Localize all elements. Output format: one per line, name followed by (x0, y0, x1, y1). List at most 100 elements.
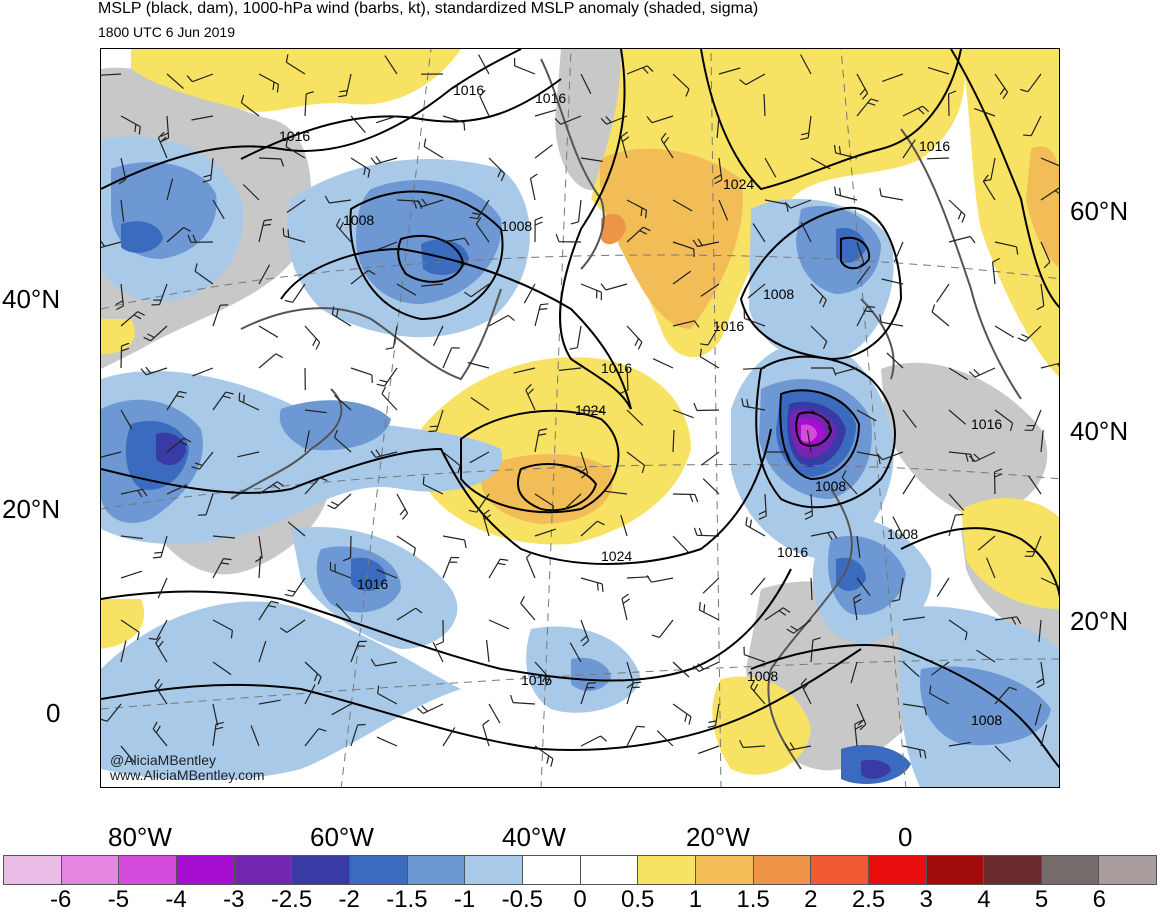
wind-barb (443, 536, 465, 540)
wind-barb (527, 558, 536, 578)
wind-barb (293, 578, 305, 596)
wind-barb-flag (511, 695, 513, 703)
wind-barb-flag (602, 584, 603, 592)
wind-barb-flag (276, 354, 283, 358)
wind-barb-flag (417, 708, 423, 714)
wind-barb (489, 704, 500, 723)
map-panel: 1016 1016 1016 1008 1008 1024 1016 1008 … (100, 48, 1060, 788)
colorbar-swatch (753, 855, 811, 885)
wind-barb-flag (483, 720, 489, 725)
wind-barb (937, 578, 949, 597)
colorbar-tick-label: -1.5 (386, 886, 427, 914)
wind-barb-flag (541, 304, 549, 305)
bottom-lon-label: 0 (898, 822, 912, 853)
colorbar-swatch (3, 855, 61, 885)
wind-barb-flag (508, 315, 514, 320)
colorbar-swatch (580, 855, 638, 885)
wind-barb (577, 326, 581, 348)
wind-barb (487, 640, 489, 662)
wind-barb (423, 704, 443, 713)
wind-barb-flag (647, 576, 651, 583)
colorbar-swatch (983, 855, 1041, 885)
wind-barb-flag (623, 599, 630, 604)
wind-barb-flag (637, 726, 645, 727)
wind-barb-flag (601, 284, 606, 290)
wind-barb-flag (380, 380, 388, 382)
wind-barb-flag (422, 706, 428, 712)
wind-barb-flag (570, 348, 578, 350)
wind-barb-flag (685, 714, 687, 722)
colorbar-tick-label: 1 (689, 886, 702, 914)
wind-barb (513, 703, 535, 704)
wind-barb (673, 704, 691, 717)
wind-barb (293, 284, 305, 302)
wind-barb (653, 359, 673, 368)
right-lat-label: 40°N (1070, 416, 1128, 447)
wind-barb (673, 536, 688, 552)
wind-barb (627, 577, 649, 578)
wind-barb-flag (699, 602, 700, 610)
wind-barb-flag (403, 513, 408, 519)
wind-barb-flag (1023, 135, 1031, 136)
wind-barb (995, 472, 996, 494)
wind-barb-flag (436, 642, 443, 645)
wind-barb-flag (974, 369, 980, 375)
wind-barb-flag (633, 682, 641, 683)
wind-barb-flag (694, 403, 697, 410)
wind-barb (443, 348, 452, 368)
wind-barb (700, 357, 719, 368)
wind-barb-flag (386, 348, 394, 350)
isobar-label: 1016 (535, 90, 566, 106)
colorbar-swatch (810, 855, 868, 885)
wind-barb (903, 476, 915, 495)
wind-barb-flag (424, 139, 426, 147)
isobar-label: 1008 (747, 668, 778, 684)
credit-website: www.AliciaMBentley.com (110, 767, 265, 783)
wind-barb (881, 196, 903, 200)
wind-barb-flag (358, 725, 366, 726)
wind-barb (606, 284, 627, 290)
colorbar-tick-label: -2 (339, 886, 360, 914)
isobar-label: 1008 (815, 478, 846, 494)
wind-barb-flag (601, 736, 607, 741)
isobar-label: 1016 (971, 416, 1002, 432)
wind-barb (949, 515, 955, 536)
wind-barb (932, 312, 949, 326)
wind-barb (259, 354, 276, 368)
wind-barb-flag (154, 552, 162, 553)
wind-barb-flag (239, 393, 240, 401)
wind-barb-flag (153, 557, 161, 558)
wind-barb-flag (571, 222, 579, 224)
colorbar-tick-label: 2 (804, 886, 817, 914)
wind-barb (660, 620, 674, 637)
right-lat-label: 60°N (1070, 196, 1128, 227)
wind-barb (927, 158, 949, 159)
wind-barb-flag (635, 339, 639, 346)
wind-barb-flag (622, 594, 629, 599)
wind-barb-flag (313, 339, 317, 346)
isobar-label: 1008 (887, 526, 918, 542)
wind-barb-flag (535, 222, 542, 225)
colorbar-tick-label: -2.5 (271, 886, 312, 914)
wind-barb-flag (423, 476, 424, 484)
wind-barb-flag (652, 635, 660, 637)
wind-barb-flag (430, 426, 438, 427)
wind-barb (335, 494, 351, 509)
wind-barb (651, 578, 673, 582)
wind-barb-flag (464, 123, 465, 131)
colorbar-swatch (349, 855, 407, 885)
wind-barb-flag (535, 217, 543, 220)
colorbar-swatch (637, 855, 695, 885)
wind-barb (949, 237, 970, 243)
wind-barb-flag (428, 431, 436, 432)
colorbar-tick-label: -0.5 (502, 886, 543, 914)
wind-barb-flag (867, 307, 875, 308)
right-lat-label: 20°N (1070, 606, 1128, 637)
colorbar-swatch (61, 855, 119, 885)
colorbar-tick-label: 4 (977, 886, 990, 914)
wind-barb (521, 603, 535, 620)
colorbar-swatch (118, 855, 176, 885)
colorbar-tick-label: -5 (108, 886, 129, 914)
isobar-label: 1024 (723, 176, 754, 192)
wind-barb-flag (285, 301, 293, 303)
